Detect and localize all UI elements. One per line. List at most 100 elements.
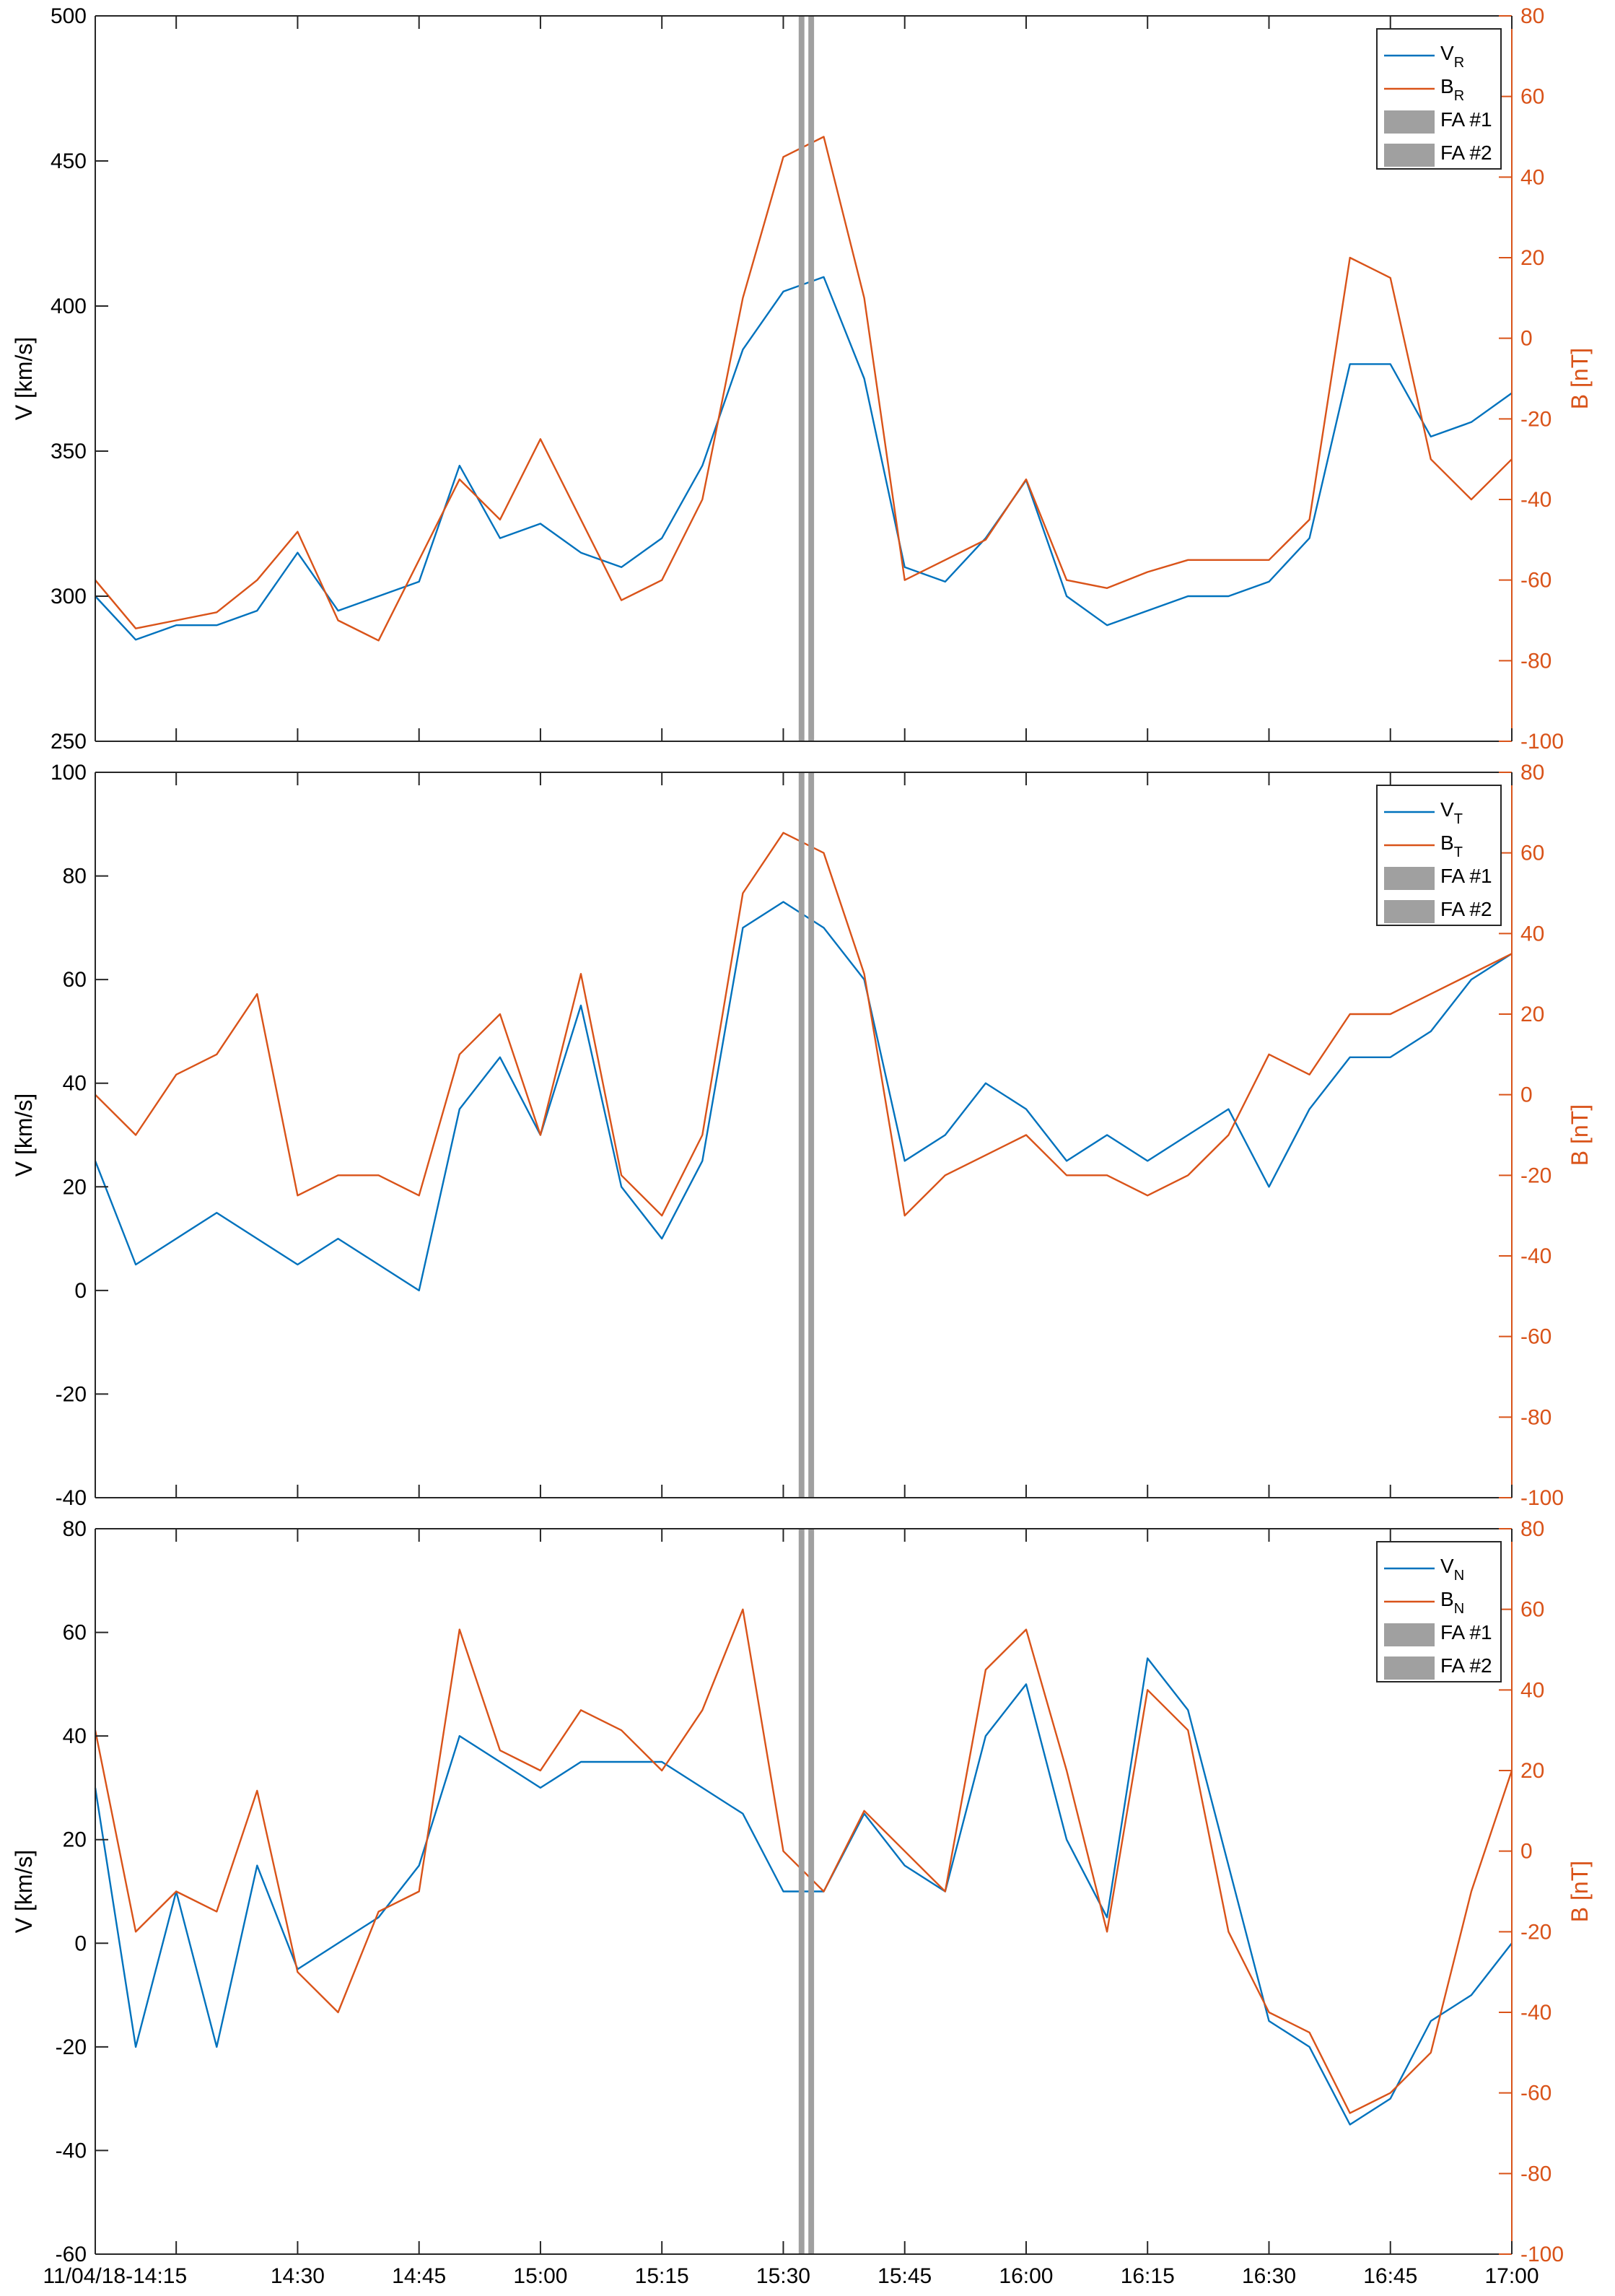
legend-entry-label: FA #2	[1440, 1654, 1492, 1677]
ytick-left-label: -20	[56, 2035, 87, 2059]
ytick-left-label: -40	[56, 2139, 87, 2162]
fa-band-2	[808, 16, 815, 741]
ytick-right-label: 40	[1520, 922, 1544, 946]
ytick-left-label: 450	[51, 149, 87, 173]
legend-entry-label: FA #1	[1440, 1621, 1492, 1644]
legend-entry-subscript: T	[1454, 811, 1463, 827]
ytick-right-label: 80	[1520, 1517, 1544, 1541]
ytick-right-label: -80	[1520, 2162, 1551, 2186]
ytick-right-label: -100	[1520, 2243, 1564, 2266]
legend-entry-subscript: N	[1454, 1601, 1464, 1617]
fa-band-1	[798, 772, 805, 1498]
legend-entry-subscript: N	[1454, 1568, 1464, 1584]
ytick-left-label: 0	[74, 1931, 87, 1955]
ytick-right-label: 60	[1520, 85, 1544, 109]
panel-T: -40 -20 0 20 40 60 80 100 -100 -80 -60 -40 -20 0 20 40 6…	[11, 761, 1593, 1510]
ylabel-right: B [nT]	[1567, 1861, 1593, 1922]
ytick-right-label: 80	[1520, 4, 1544, 28]
xtick-label: 14:45	[392, 2264, 446, 2288]
legend-swatch-band	[1384, 867, 1435, 890]
ytick-right-label: 20	[1520, 1759, 1544, 1783]
legend-entry-label: FA #1	[1440, 865, 1492, 887]
panels-layer: 250300350400450500-100-80-60-40-20020406…	[11, 4, 1593, 2288]
ytick-right-label: 40	[1520, 165, 1544, 189]
ylabel-right: B [nT]	[1567, 1104, 1593, 1166]
ytick-left-label: 250	[51, 730, 87, 754]
ytick-left-label: 20	[63, 1828, 87, 1852]
ylabel-left: V [km/s]	[11, 337, 37, 421]
ytick-left-label: -60	[56, 2243, 87, 2266]
ytick-left-label: 100	[51, 761, 87, 785]
xtick-label: 16:30	[1242, 2264, 1296, 2288]
legend-entry-subscript: R	[1454, 88, 1464, 104]
ytick-left-label: 20	[63, 1175, 87, 1199]
ytick-left-label: 80	[63, 865, 87, 889]
ytick-right-label: -60	[1520, 569, 1551, 593]
ytick-right-label: -40	[1520, 2001, 1551, 2025]
ytick-left-label: -40	[56, 1486, 87, 1510]
ytick-right-label: -80	[1520, 1405, 1551, 1429]
ytick-left-label: 400	[51, 294, 87, 318]
legend-swatch-band	[1384, 1623, 1435, 1646]
panel-R: 250 300 350 400 450 500 -100 -80 -60 -40 -20 0 20 40 6…	[11, 4, 1593, 754]
ytick-left-label: 80	[63, 1517, 87, 1541]
ytick-right-label: -100	[1520, 1486, 1564, 1510]
legend-swatch-band	[1384, 144, 1435, 167]
ytick-left-label: -20	[56, 1382, 87, 1406]
legend-entry-label: FA #1	[1440, 108, 1492, 131]
ytick-right-label: 40	[1520, 1678, 1544, 1702]
legend-swatch-band	[1384, 900, 1435, 923]
xtick-label: 15:30	[756, 2264, 810, 2288]
ytick-left-label: 40	[63, 1724, 87, 1748]
ytick-right-label: -40	[1520, 488, 1551, 512]
xtick-label: 16:00	[999, 2264, 1053, 2288]
ytick-right-label: -80	[1520, 649, 1551, 673]
ytick-right-label: 0	[1520, 327, 1533, 351]
xtick-label: 15:45	[877, 2264, 932, 2288]
xtick-label: 15:15	[635, 2264, 689, 2288]
legend-entry-subscript: T	[1454, 844, 1463, 860]
legend-swatch-band	[1384, 110, 1435, 134]
ytick-right-label: 80	[1520, 761, 1544, 785]
fa-band-2	[808, 1529, 815, 2254]
xtick-label: 14:30	[271, 2264, 325, 2288]
ytick-right-label: -60	[1520, 1325, 1551, 1349]
xtick-label: 16:45	[1363, 2264, 1417, 2288]
ytick-left-label: 60	[63, 968, 87, 992]
ytick-right-label: 60	[1520, 1598, 1544, 1622]
ytick-left-label: 40	[63, 1072, 87, 1096]
fa-band-2	[808, 772, 815, 1498]
legend-box	[1376, 785, 1502, 926]
ytick-right-label: 20	[1520, 1003, 1544, 1026]
ytick-left-label: 300	[51, 585, 87, 608]
ytick-right-label: -20	[1520, 407, 1551, 431]
ytick-right-label: 20	[1520, 246, 1544, 270]
legend-entry-subscript: R	[1454, 55, 1464, 71]
legend-swatch-band	[1384, 1656, 1435, 1680]
ylabel-right: B [nT]	[1567, 348, 1593, 409]
fa-band-1	[798, 1529, 805, 2254]
ytick-right-label: 60	[1520, 842, 1544, 865]
ytick-right-label: -100	[1520, 730, 1564, 754]
xtick-label: 16:15	[1121, 2264, 1175, 2288]
ytick-right-label: -40	[1520, 1244, 1551, 1268]
legend-entry-label: FA #2	[1440, 141, 1492, 164]
ytick-right-label: 0	[1520, 1083, 1533, 1107]
legend-entry-label: FA #2	[1440, 898, 1492, 920]
ytick-right-label: -20	[1520, 1164, 1551, 1187]
ylabel-left: V [km/s]	[11, 1850, 37, 1934]
ytick-right-label: -60	[1520, 2082, 1551, 2105]
ytick-left-label: 350	[51, 440, 87, 463]
xtick-label: 11/04/18-14:15	[43, 2264, 188, 2288]
ytick-right-label: 0	[1520, 1840, 1533, 1864]
fa-band-1	[798, 16, 805, 741]
panel-N: -60 -40 -20 0 20 40 60 80 -100 -80 -60 -40 -20 0 20 40 6…	[11, 1517, 1593, 2288]
xtick-label: 17:00	[1484, 2264, 1539, 2288]
ytick-left-label: 0	[74, 1279, 87, 1303]
ytick-left-label: 500	[51, 4, 87, 28]
ytick-right-label: -20	[1520, 1920, 1551, 1944]
